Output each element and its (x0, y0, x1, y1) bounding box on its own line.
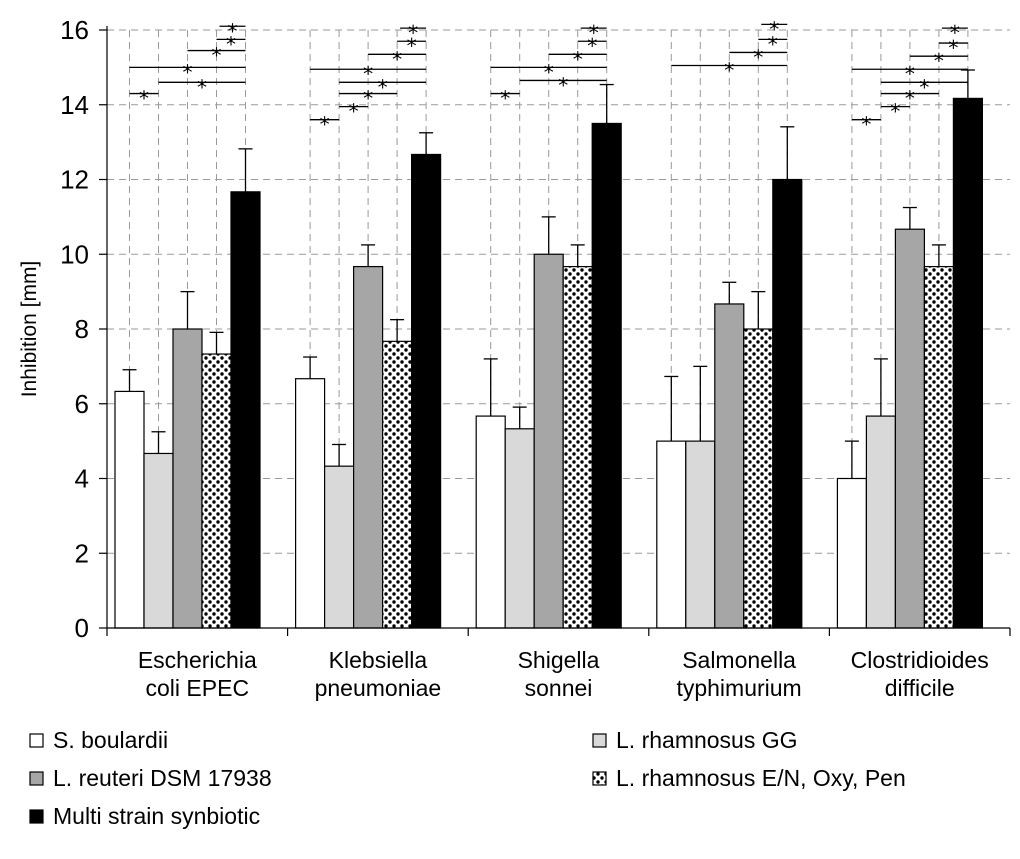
bar (714, 303, 745, 629)
legend-item: S. boulardii (29, 727, 168, 753)
bar (382, 340, 413, 629)
legend-swatch (29, 733, 44, 748)
significance-star: * (197, 75, 207, 99)
bar (201, 353, 232, 629)
significance-star: * (950, 21, 960, 45)
legend-swatch (592, 771, 607, 786)
y-tick-label: 14 (60, 90, 89, 120)
legend-swatch (592, 733, 607, 748)
bar (923, 265, 955, 629)
significance-star: * (363, 62, 373, 86)
significance-star: * (861, 113, 871, 137)
category-label: Clostridioides difficile (851, 647, 989, 701)
bar (411, 153, 442, 629)
significance-star: * (212, 44, 222, 68)
significance-star: * (768, 32, 778, 56)
significance-star: * (320, 113, 330, 137)
bar (143, 452, 174, 629)
bar (865, 415, 897, 629)
bar (533, 253, 564, 629)
y-tick-label: 10 (60, 239, 89, 269)
y-axis-title: Inhibition [mm] (18, 261, 41, 398)
legend-label: L. reuteri DSM 17938 (53, 765, 272, 791)
bar (295, 378, 326, 629)
significance-star: * (573, 47, 583, 71)
bar (114, 390, 145, 629)
legend: S. boulardii L. rhamnosus GG L. reuteri DS… (29, 727, 906, 829)
y-tick-label: 6 (75, 389, 89, 419)
significance-star: * (407, 34, 417, 58)
significance-star: * (919, 75, 929, 99)
bar (324, 465, 355, 629)
significance-star: * (948, 36, 958, 60)
legend-label: L. rhamnosus GG (616, 727, 798, 753)
y-tick-label: 8 (75, 314, 89, 344)
bar (836, 477, 868, 629)
significance-star: * (724, 59, 734, 83)
significance-star: * (183, 60, 193, 84)
bar (743, 328, 774, 629)
significance-star: * (500, 87, 510, 111)
bar (504, 428, 535, 629)
bar (952, 97, 984, 629)
significance-star: * (392, 47, 402, 71)
significance-star: * (228, 19, 238, 43)
bar (230, 191, 261, 629)
legend-label: L. rhamnosus E/N, Oxy, Pen (616, 765, 906, 791)
y-tick-label: 16 (60, 15, 89, 45)
significance-star: * (753, 45, 763, 69)
significance-star: * (589, 21, 599, 45)
bar (353, 265, 384, 629)
significance-star: * (378, 75, 388, 99)
bar (562, 265, 593, 629)
legend-item: Multi strain synbiotic (29, 803, 260, 829)
bar (172, 328, 203, 629)
category-label: Salmonella typhimurium (676, 647, 801, 701)
legend-swatch (29, 771, 44, 786)
significance-annotations: **** **************************** (129, 17, 968, 137)
significance-star: * (769, 17, 779, 41)
y-tick-label: 12 (60, 165, 89, 195)
bar (475, 415, 506, 629)
legend-item: L. rhamnosus GG (592, 727, 798, 753)
legend-swatch (29, 809, 44, 824)
legend-item: L. rhamnosus E/N, Oxy, Pen (592, 765, 906, 791)
axes: 0 2 4 6 8 10 12 14 16 Escherichia coli EPEC Klebsie… (18, 15, 1011, 701)
y-tick-label: 0 (75, 613, 89, 643)
y-tick-label: 4 (75, 464, 89, 494)
bar (894, 228, 926, 629)
category-label: Shigella sonnei (518, 647, 600, 701)
significance-star: * (139, 87, 149, 111)
bars (114, 69, 984, 629)
y-tick-label: 2 (75, 538, 89, 568)
legend-label: S. boulardii (53, 727, 168, 753)
category-label: Escherichia coli EPEC (138, 647, 257, 701)
significance-star: * (363, 87, 373, 111)
significance-star: * (226, 32, 236, 56)
significance-star: * (408, 21, 418, 45)
bar (685, 440, 716, 629)
legend-label: Multi strain synbiotic (53, 803, 260, 829)
significance-star: * (934, 49, 944, 73)
significance-star: * (349, 100, 359, 124)
significance-star: * (587, 34, 597, 58)
significance-star: * (905, 62, 915, 86)
significance-star: * (905, 87, 915, 111)
bar (656, 440, 687, 629)
significance-star: * (890, 100, 900, 124)
bar (772, 178, 803, 629)
bar (591, 122, 622, 629)
significance-star: * (558, 73, 568, 97)
significance-star: * (544, 60, 554, 84)
category-label: Klebsiella pneumoniae (315, 647, 442, 701)
legend-item: L. reuteri DSM 17938 (29, 765, 272, 791)
